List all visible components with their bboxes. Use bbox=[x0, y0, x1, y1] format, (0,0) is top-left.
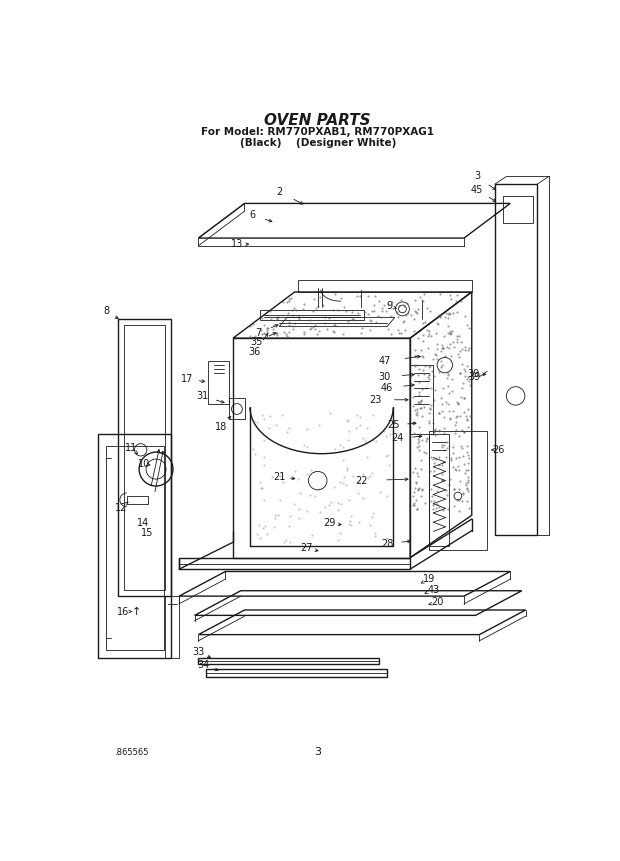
Text: 29: 29 bbox=[323, 518, 335, 528]
Text: 17: 17 bbox=[180, 374, 193, 384]
Text: 7: 7 bbox=[255, 328, 262, 338]
Text: 10: 10 bbox=[138, 459, 151, 468]
Text: 6: 6 bbox=[249, 210, 255, 220]
Text: 28: 28 bbox=[381, 539, 393, 548]
Text: 23: 23 bbox=[370, 395, 382, 405]
Text: 47: 47 bbox=[379, 356, 391, 366]
Text: 2: 2 bbox=[276, 187, 282, 197]
Text: 16: 16 bbox=[117, 606, 129, 616]
Text: 20: 20 bbox=[431, 598, 443, 607]
Text: 33: 33 bbox=[192, 647, 205, 657]
Text: 46: 46 bbox=[381, 383, 393, 393]
Text: 24: 24 bbox=[391, 433, 403, 443]
Text: 34: 34 bbox=[198, 660, 210, 671]
Text: 35: 35 bbox=[250, 337, 262, 347]
Text: 39: 39 bbox=[468, 372, 480, 381]
Text: 21: 21 bbox=[273, 472, 285, 482]
Text: 30: 30 bbox=[379, 372, 391, 381]
Text: ↑: ↑ bbox=[132, 606, 141, 616]
Text: 36: 36 bbox=[249, 347, 261, 357]
Text: 9: 9 bbox=[386, 300, 392, 311]
Text: For Model: RM770PXAB1, RM770PXAG1: For Model: RM770PXAB1, RM770PXAG1 bbox=[202, 127, 434, 137]
Text: 13: 13 bbox=[231, 239, 243, 249]
Text: .865565: .865565 bbox=[113, 748, 148, 757]
Text: OVEN PARTS: OVEN PARTS bbox=[265, 113, 371, 127]
Text: 39: 39 bbox=[467, 369, 479, 380]
Text: 18: 18 bbox=[215, 422, 228, 431]
Text: 31: 31 bbox=[196, 391, 208, 401]
Text: 22: 22 bbox=[355, 475, 368, 486]
Text: 12: 12 bbox=[115, 503, 128, 512]
Text: 11: 11 bbox=[125, 443, 137, 453]
Text: 25: 25 bbox=[387, 420, 399, 430]
Text: 43: 43 bbox=[427, 585, 440, 595]
Text: 14: 14 bbox=[137, 518, 149, 528]
Text: 45: 45 bbox=[471, 184, 484, 195]
Text: 3: 3 bbox=[314, 747, 321, 758]
Text: 3: 3 bbox=[474, 171, 480, 182]
Text: 26: 26 bbox=[492, 445, 505, 455]
Text: 19: 19 bbox=[423, 574, 435, 584]
Text: 15: 15 bbox=[141, 528, 153, 538]
Text: 8: 8 bbox=[103, 307, 109, 316]
Text: (Black)    (Designer White): (Black) (Designer White) bbox=[239, 138, 396, 147]
Text: 27: 27 bbox=[300, 543, 312, 554]
